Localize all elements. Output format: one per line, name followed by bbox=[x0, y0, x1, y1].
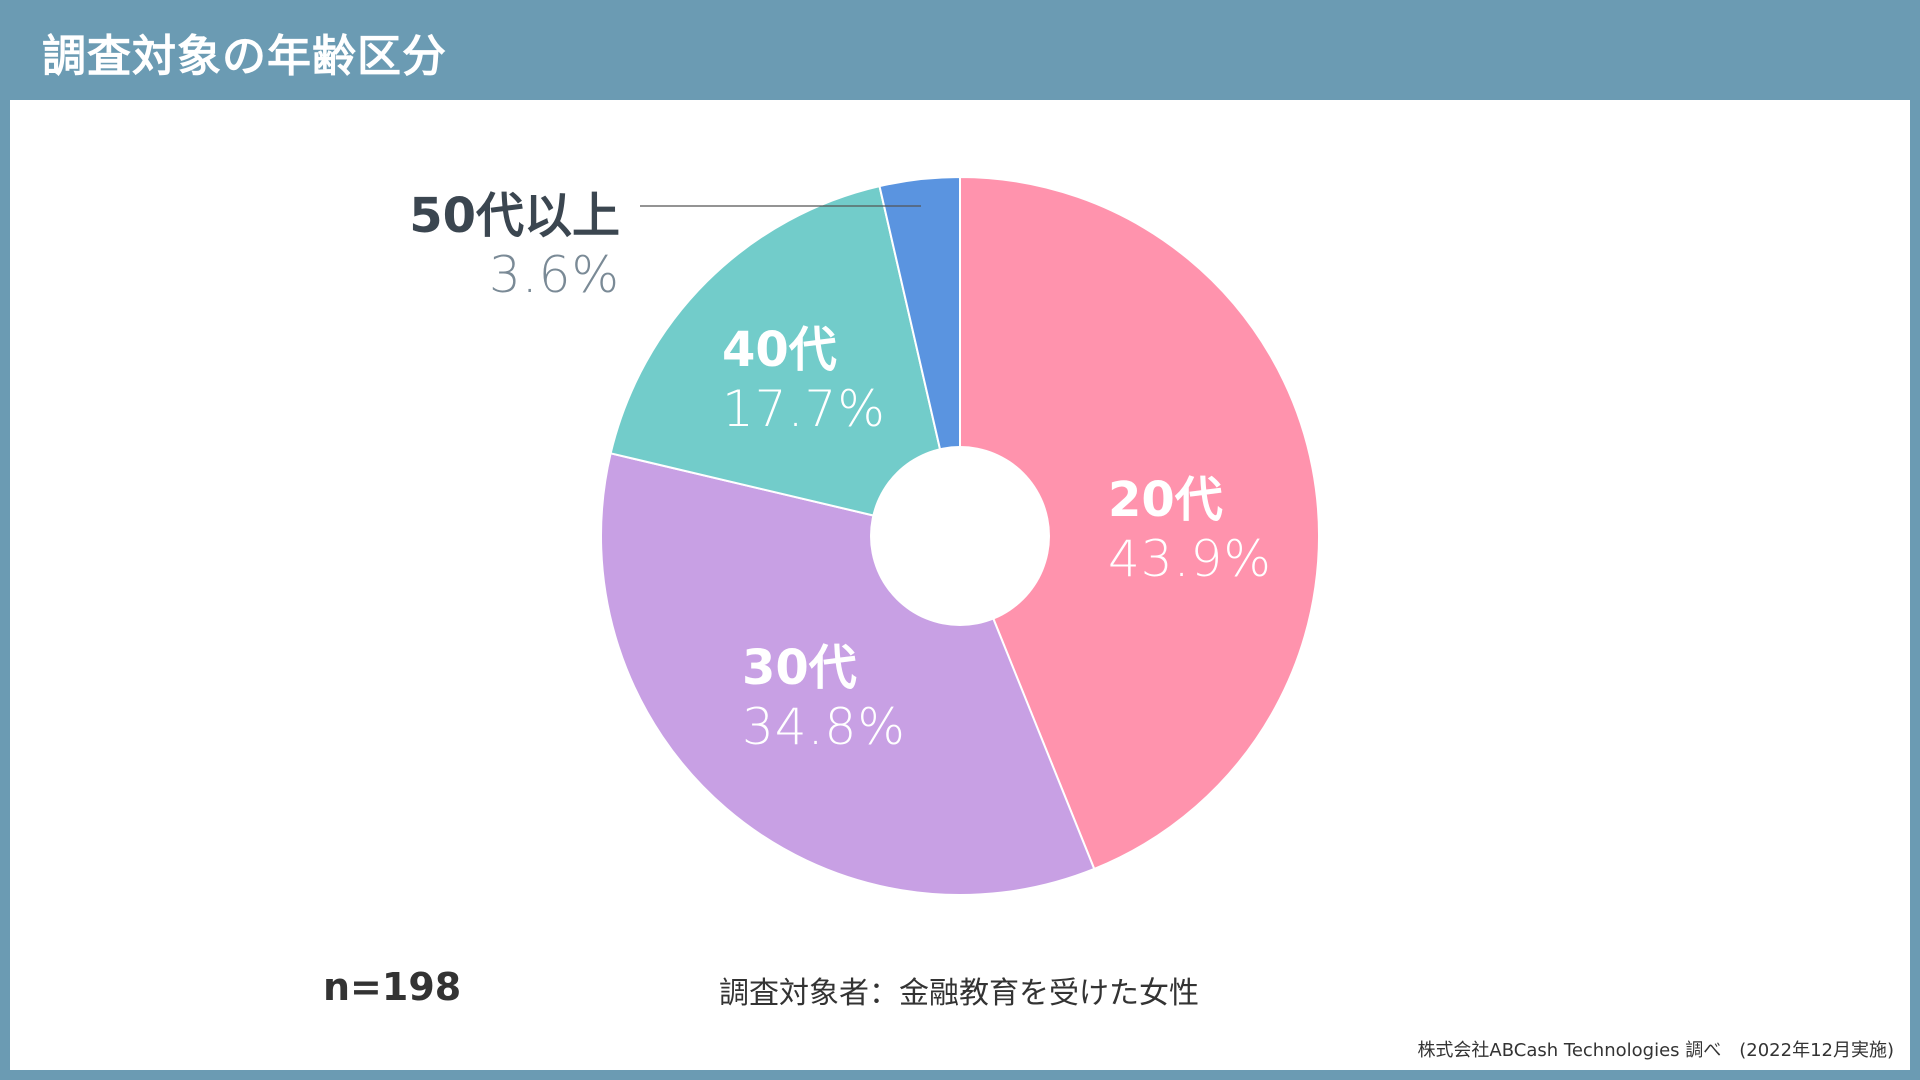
survey-note: 調査対象者：金融教育を受けた女性 bbox=[719, 976, 1199, 1011]
value-30s: 34.8% bbox=[742, 698, 906, 756]
slice-20s bbox=[959, 175, 1320, 871]
value-20s: 43.9% bbox=[1108, 530, 1272, 588]
label-50s: 50代以上 bbox=[409, 188, 620, 244]
value-50s: 3.6% bbox=[488, 246, 620, 304]
label-40s: 40代 bbox=[722, 322, 837, 378]
page-title: 調査対象の年齢区分 bbox=[42, 31, 447, 82]
source-credit: 株式会社ABCash Technologies 調べ (2022年12月実施) bbox=[1417, 1040, 1894, 1061]
slice-50s bbox=[878, 175, 961, 537]
label-30s: 30代 bbox=[742, 640, 857, 696]
label-20s: 20代 bbox=[1108, 472, 1223, 528]
header-bar: 調査対象の年齢区分 bbox=[0, 0, 1920, 100]
slice-40s bbox=[609, 184, 962, 538]
sample-size: n=198 bbox=[323, 965, 462, 1009]
donut-hole bbox=[870, 446, 1050, 626]
value-40s: 17.7% bbox=[722, 380, 886, 438]
